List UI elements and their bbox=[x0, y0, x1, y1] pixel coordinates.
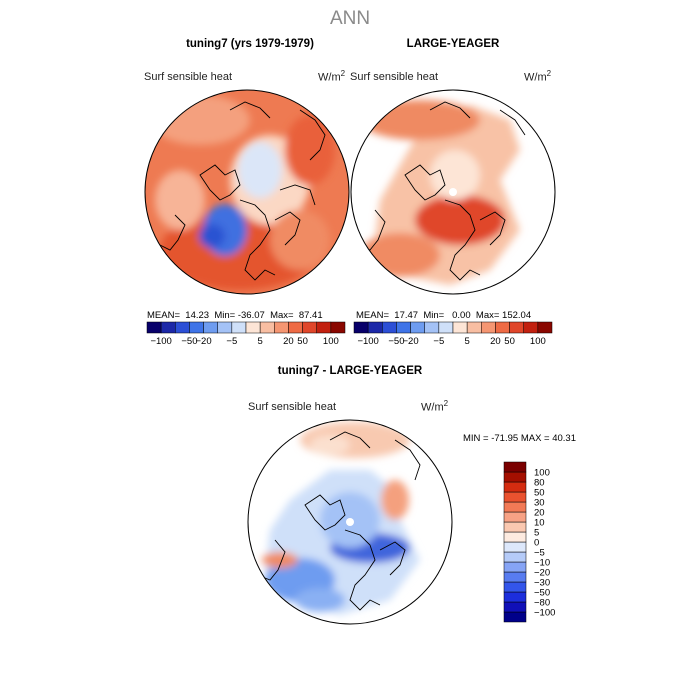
panel-1-title: tuning7 (yrs 1979-1979) bbox=[186, 38, 314, 50]
colorbar-2-swatch bbox=[509, 321, 524, 334]
colorbar-2-tick-label: 50 bbox=[504, 336, 515, 347]
colorbar-3-swatch bbox=[503, 601, 527, 613]
colorbar-3-swatch bbox=[503, 541, 527, 553]
colorbar-3-swatch bbox=[503, 591, 527, 603]
colorbar-2-swatch bbox=[495, 321, 510, 334]
colorbar-3-swatch bbox=[503, 531, 527, 543]
colorbar-2-tick-label: 20 bbox=[490, 336, 501, 347]
colorbar-2-tick-label: −5 bbox=[433, 336, 444, 347]
colorbar-3-swatch bbox=[503, 511, 527, 523]
colorbar-1-swatch bbox=[302, 321, 317, 334]
colorbar-3-tick-label: −5 bbox=[534, 548, 545, 559]
colorbar-3-tick-label: 5 bbox=[534, 528, 539, 539]
colorbar-1-swatch bbox=[288, 321, 303, 334]
colorbar-3-tick-label: 20 bbox=[534, 508, 545, 519]
panel-2-map bbox=[351, 90, 555, 294]
colorbar-2-tick-label: −100 bbox=[357, 336, 378, 347]
panel-2-border bbox=[350, 89, 556, 295]
colorbar-1-tick-label: 20 bbox=[283, 336, 294, 347]
colorbar-2-swatch bbox=[382, 321, 397, 334]
colorbar-3-swatch bbox=[503, 551, 527, 563]
colorbar-3-tick-label: −10 bbox=[534, 558, 550, 569]
colorbar-2-swatch bbox=[523, 321, 539, 334]
panel-1-stats: MEAN= 14.23 Min= -36.07 Max= 87.41 bbox=[147, 310, 323, 321]
colorbar-2-tick-label: 100 bbox=[530, 336, 546, 347]
colorbar-1-swatch bbox=[175, 321, 190, 334]
panel-3-variable: Surf sensible heat bbox=[248, 401, 337, 413]
colorbar-3-tick-label: 80 bbox=[534, 478, 545, 489]
panel-1-units: W/m2 bbox=[318, 69, 346, 84]
colorbar-3-swatch bbox=[503, 461, 527, 473]
colorbar-1-swatch bbox=[203, 321, 218, 334]
colorbar-1-tick-label: 50 bbox=[297, 336, 308, 347]
panel-1-map bbox=[145, 90, 349, 294]
colorbar-3-swatch bbox=[503, 581, 527, 593]
colorbar-3-swatch bbox=[503, 571, 527, 583]
colorbar-2-swatch bbox=[481, 321, 496, 334]
colorbar-3-swatch bbox=[503, 521, 527, 533]
panel-3-units: W/m2 bbox=[421, 399, 449, 414]
colorbar-2-swatch bbox=[466, 321, 482, 334]
colorbar-3-tick-label: −50 bbox=[534, 588, 550, 599]
panel-1-border bbox=[144, 89, 350, 295]
colorbar-2: −100 −50−20 −5 5 20 50 100 bbox=[353, 321, 553, 347]
colorbar-3-tick-label: −80 bbox=[534, 598, 550, 609]
colorbar-1-swatch bbox=[316, 321, 332, 334]
colorbar-3-swatch bbox=[503, 611, 527, 623]
colorbar-2-swatch bbox=[353, 321, 369, 334]
colorbar-3-swatch bbox=[503, 491, 527, 503]
colorbar-1-swatch bbox=[245, 321, 261, 334]
figure-title: ANN bbox=[329, 8, 371, 29]
colorbar-2-swatch bbox=[452, 321, 468, 334]
colorbar-1-swatch bbox=[274, 321, 289, 334]
colorbar-1-swatch bbox=[146, 321, 162, 334]
colorbar-1: −100 −50−20 −5 5 20 50 100 bbox=[146, 321, 346, 347]
colorbar-3-swatch bbox=[503, 561, 527, 573]
colorbar-1-swatch bbox=[217, 321, 233, 334]
colorbar-2-tick-label: −20 bbox=[403, 336, 419, 347]
panel-3-stats: MIN = -71.95 MAX = 40.31 bbox=[463, 433, 577, 444]
colorbar-2-swatch bbox=[438, 321, 454, 334]
panel-2-title: LARGE-YEAGER bbox=[406, 38, 500, 50]
colorbar-1-swatch bbox=[160, 321, 176, 334]
colorbar-2-swatch bbox=[424, 321, 440, 334]
colorbar-2-tick-label: 5 bbox=[464, 336, 469, 347]
colorbar-1-tick-label: −5 bbox=[226, 336, 237, 347]
colorbar-2-swatch bbox=[410, 321, 425, 334]
colorbar-3-tick-label: 10 bbox=[534, 518, 545, 529]
colorbar-3-swatch bbox=[503, 471, 527, 483]
colorbar-3-tick-label: 0 bbox=[534, 538, 539, 549]
colorbar-1-tick-label: −50 bbox=[181, 336, 197, 347]
panel-1-variable: Surf sensible heat bbox=[144, 71, 233, 83]
colorbar-1-tick-label: 100 bbox=[323, 336, 339, 347]
colorbar-1-tick-label: 5 bbox=[257, 336, 262, 347]
colorbar-3-swatch bbox=[503, 501, 527, 513]
panel-3-map bbox=[248, 420, 452, 624]
panel-3-title: tuning7 - LARGE-YEAGER bbox=[277, 365, 423, 377]
panel-2-variable: Surf sensible heat bbox=[350, 71, 439, 83]
panel-3-border bbox=[247, 419, 453, 625]
colorbar-3-swatch bbox=[503, 481, 527, 493]
colorbar-1-tick-label: −20 bbox=[196, 336, 212, 347]
panel-2-stats: MEAN= 17.47 Min= 0.00 Max= 152.04 bbox=[356, 310, 532, 321]
colorbar-1-tick-label: −100 bbox=[150, 336, 171, 347]
colorbar-2-swatch bbox=[367, 321, 383, 334]
colorbar-1-swatch bbox=[189, 321, 204, 334]
colorbar-3-tick-label: 30 bbox=[534, 498, 545, 509]
panel-2-units: W/m2 bbox=[524, 69, 552, 84]
colorbar-3-tick-label: 100 bbox=[534, 468, 550, 479]
colorbar-2-swatch bbox=[537, 321, 553, 334]
colorbar-2-swatch bbox=[396, 321, 411, 334]
colorbar-3-tick-label: −30 bbox=[534, 578, 550, 589]
colorbar-1-swatch bbox=[259, 321, 275, 334]
colorbar-1-swatch bbox=[330, 321, 346, 334]
colorbar-3-tick-label: −20 bbox=[534, 568, 550, 579]
colorbar-3-tick-label: −100 bbox=[534, 608, 555, 619]
colorbar-2-tick-label: −50 bbox=[388, 336, 404, 347]
colorbar-3-tick-label: 50 bbox=[534, 488, 545, 499]
colorbar-1-swatch bbox=[231, 321, 247, 334]
